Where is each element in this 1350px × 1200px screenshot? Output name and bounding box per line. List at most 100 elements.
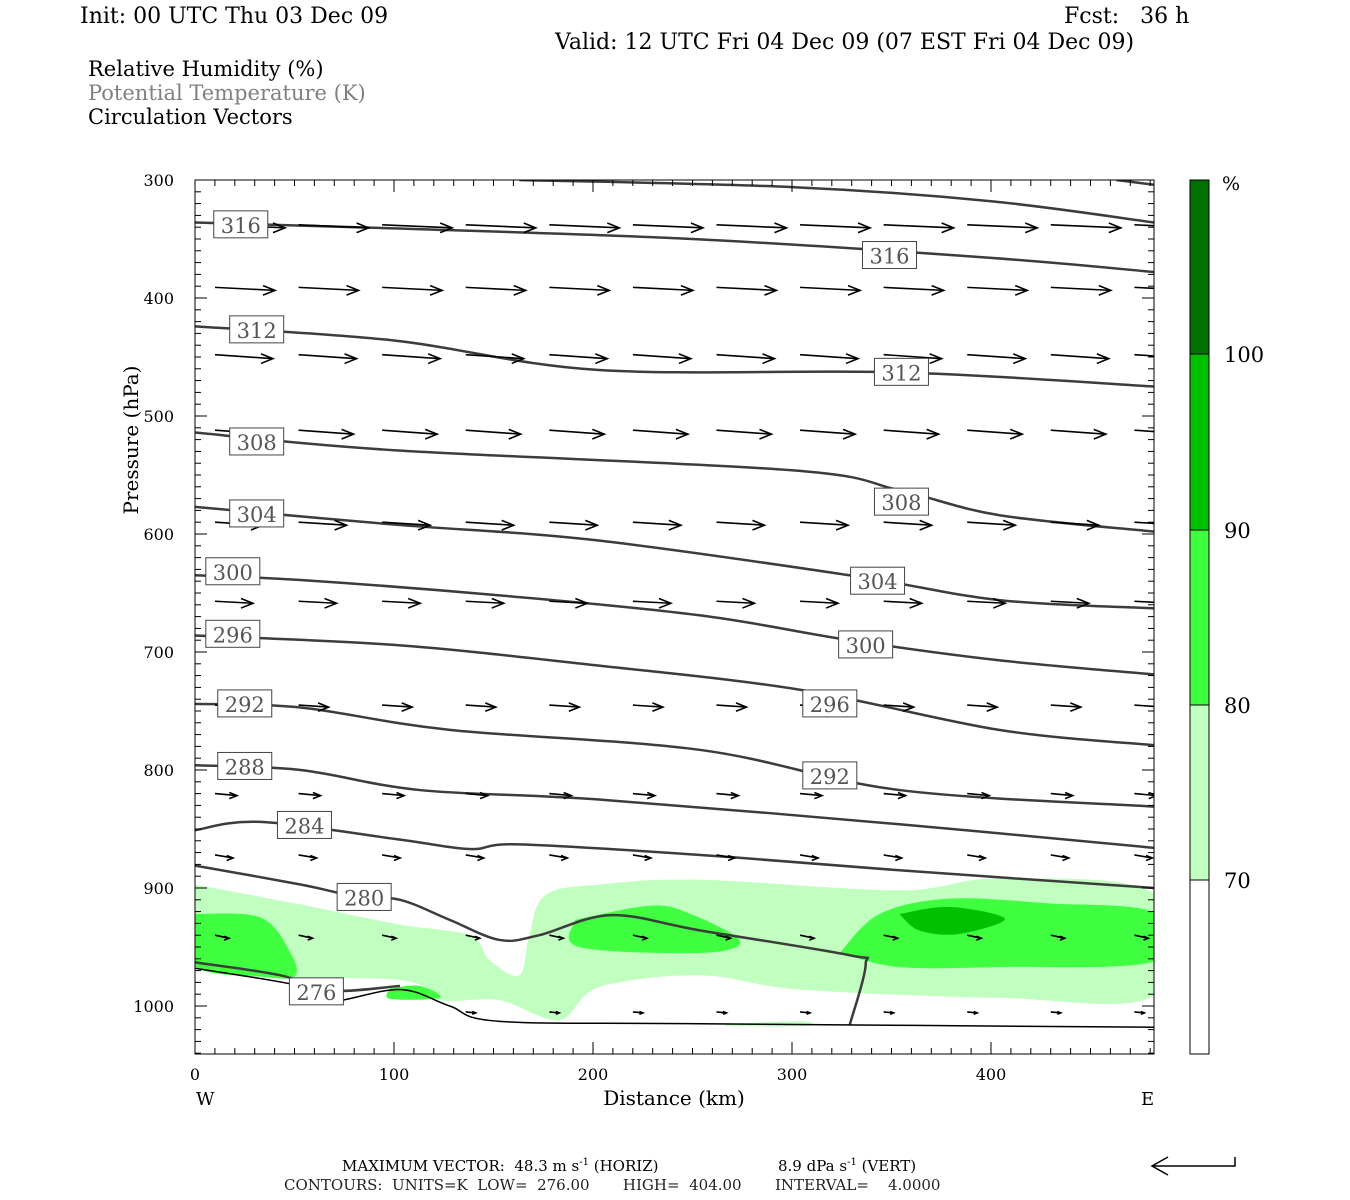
contour-label-304: 304 — [858, 570, 898, 594]
vector-head — [491, 597, 506, 609]
vector-head — [424, 428, 440, 440]
contour-label-316: 316 — [869, 245, 909, 269]
vector-head — [479, 791, 490, 800]
vector-head — [981, 791, 992, 800]
wind-vector — [716, 1010, 729, 1016]
wind-vector — [214, 791, 240, 800]
wind-vector — [549, 353, 610, 365]
vector-shaft — [800, 521, 849, 526]
vector-shaft — [214, 286, 276, 292]
wind-vector — [549, 222, 622, 234]
wind-vector — [298, 519, 349, 531]
vector-head — [341, 428, 356, 440]
vector-head — [845, 353, 861, 365]
x-tick-label: 100 — [379, 1065, 410, 1084]
east-label: E — [1141, 1089, 1154, 1110]
contour-label-280: 280 — [344, 886, 384, 910]
vector-head — [324, 597, 339, 609]
wind-vector — [1134, 934, 1151, 941]
vector-shaft — [800, 429, 856, 435]
max-vector-vert: 8.9 dPa s — [778, 1157, 848, 1175]
vector-shaft — [967, 600, 1006, 605]
contour-label-300: 300 — [213, 561, 253, 585]
colorbar-segment — [1189, 879, 1210, 1055]
vector-head — [919, 519, 934, 531]
colorbar-label: 100 — [1224, 343, 1264, 367]
vector-head — [223, 935, 232, 941]
contour-label-296: 296 — [810, 693, 850, 717]
wind-vector — [716, 428, 774, 440]
vector-head — [764, 284, 779, 296]
vector-head — [317, 702, 331, 713]
theta-contour-296 — [195, 634, 1154, 747]
wind-vector — [214, 284, 278, 296]
vector-shaft — [883, 600, 922, 605]
wind-vector — [716, 222, 789, 234]
max-vector-horiz: MAXIMUM VECTOR: 48.3 m s — [342, 1157, 580, 1175]
vector-head — [842, 428, 858, 440]
wind-vector — [1134, 1010, 1147, 1016]
wind-vector — [1050, 1010, 1063, 1016]
wind-vector — [632, 1010, 646, 1016]
vector-shaft — [632, 521, 681, 526]
vector-head — [396, 791, 407, 800]
vector-shaft — [1134, 224, 1154, 227]
wind-vector — [214, 353, 276, 365]
wind-vector — [716, 597, 757, 609]
vector-head — [508, 428, 523, 440]
vector-head — [427, 353, 443, 365]
vector-shaft — [800, 600, 839, 605]
valid-time: Valid: 12 UTC Fri 04 Dec 09 (07 EST Fri … — [555, 30, 1135, 55]
vector-head — [727, 854, 737, 862]
wind-vector — [1134, 600, 1154, 604]
vector-shaft — [883, 429, 939, 435]
legend-vectors: Circulation Vectors — [88, 105, 293, 129]
vector-shaft — [214, 792, 238, 797]
wind-vector — [298, 597, 339, 609]
wind-vector — [382, 284, 445, 296]
vector-head — [811, 854, 821, 862]
wind-vector — [465, 597, 506, 609]
vector-head — [229, 791, 240, 800]
vector-head — [260, 353, 276, 365]
vector-shaft — [1050, 792, 1073, 797]
vector-head — [762, 353, 777, 365]
x-tick-label: 0 — [190, 1065, 200, 1084]
vector-shaft — [967, 704, 998, 708]
contour-label-box — [802, 761, 858, 790]
wind-vector — [465, 284, 528, 296]
contour-label-layer: 316 316 312 312 308 308 304 304 300 300 296 296 292 2… — [205, 210, 929, 1006]
vector-shaft — [465, 286, 526, 292]
vector-shaft — [967, 429, 1023, 435]
vector-shaft — [382, 521, 431, 526]
vector-head — [1170, 520, 1182, 530]
vector-shaft — [549, 353, 608, 360]
legend-theta: Potential Temperature (K) — [88, 81, 366, 105]
vector-shaft — [716, 224, 787, 229]
vector-head — [931, 284, 946, 296]
wind-vector — [382, 854, 403, 862]
wind-vector — [382, 791, 407, 800]
vector-shaft — [967, 224, 1038, 229]
theta-contour-300 — [195, 574, 1154, 676]
wind-vector — [800, 597, 841, 609]
vector-head — [759, 428, 774, 440]
contour-label-box — [229, 315, 285, 344]
contour-label-312: 312 — [881, 361, 921, 385]
vector-head — [309, 854, 319, 862]
x-axis-label: Distance (km) — [603, 1086, 745, 1110]
vector-shaft — [1134, 792, 1154, 797]
wind-vector — [382, 428, 440, 440]
vector-head — [356, 222, 371, 234]
wind-vector — [716, 934, 733, 941]
vector-shaft — [632, 286, 693, 292]
wind-vector — [465, 854, 486, 862]
wind-vector — [716, 519, 767, 531]
colorbar-label: 90 — [1224, 519, 1251, 543]
vector-shaft — [1050, 521, 1099, 526]
theta-contour-324 — [1116, 180, 1154, 186]
wind-vector — [716, 284, 779, 296]
forecast-hour: Fcst: 36 h — [1064, 4, 1190, 29]
wind-vector — [799, 1010, 813, 1016]
wind-vector — [799, 934, 817, 941]
